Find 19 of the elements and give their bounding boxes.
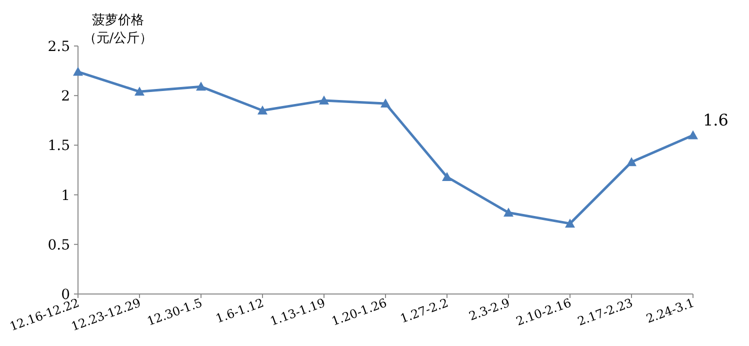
point — [73, 66, 83, 76]
y-tick-label: 1 — [61, 188, 70, 204]
point — [626, 157, 636, 166]
y-tick-label: 2 — [61, 88, 70, 105]
point — [442, 172, 452, 181]
data-label: 1.6 — [703, 110, 728, 130]
point — [504, 208, 514, 217]
y-tick-label: 0.5 — [48, 237, 70, 254]
point — [380, 98, 390, 108]
y-tick-label: 2.5 — [48, 39, 70, 55]
point — [319, 96, 329, 105]
point — [565, 218, 575, 228]
y-tick-label: 0 — [61, 287, 70, 303]
point — [258, 105, 268, 114]
y-axis-title: 菠萝价格（元/公斤） — [83, 13, 153, 46]
point — [134, 86, 144, 96]
point — [688, 130, 698, 140]
y-tick-label: 1.5 — [48, 138, 70, 154]
point — [196, 82, 206, 91]
